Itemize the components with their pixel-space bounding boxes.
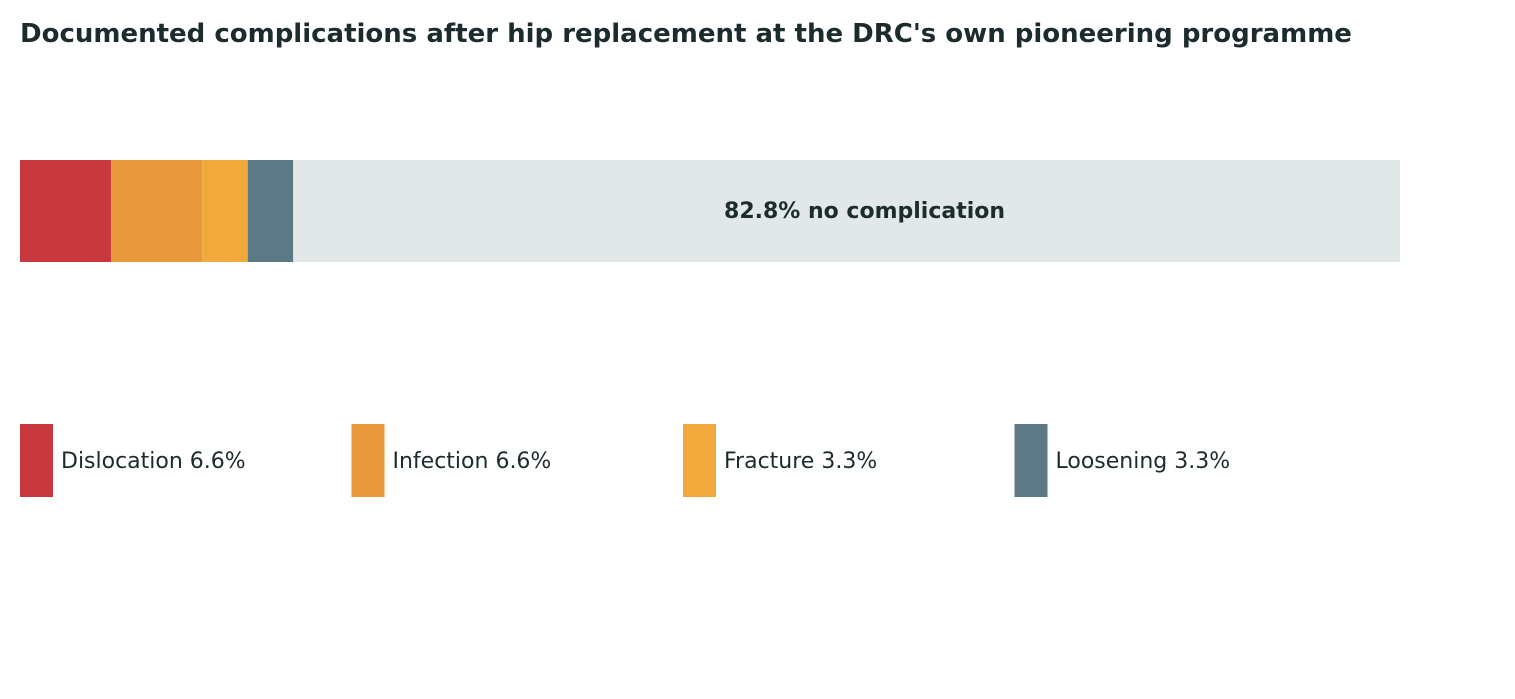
legend-swatch [683,424,716,497]
legend-label: Fracture 3.3% [724,449,877,474]
chart-title: Documented complications after hip repla… [20,19,1352,49]
bar-segment [20,160,112,262]
remainder-label: 82.8% no complication [724,199,1005,224]
remainder-segment [293,160,1400,262]
bar-segment [111,160,203,262]
legend-swatch [20,424,53,497]
legend-swatch [1014,424,1048,497]
bar-segment [202,160,248,262]
legend-label: Loosening 3.3% [1056,449,1231,474]
label-group: 82.8% no complication [724,199,1005,224]
legend-label: Infection 6.6% [393,449,552,474]
legend-swatch [351,424,385,497]
legend: Dislocation 6.6% Infection 6.6% Fracture 3… [20,424,1230,497]
bar-group [20,160,1400,262]
bar-segment [247,160,294,262]
legend-label: Dislocation 6.6% [61,449,246,474]
